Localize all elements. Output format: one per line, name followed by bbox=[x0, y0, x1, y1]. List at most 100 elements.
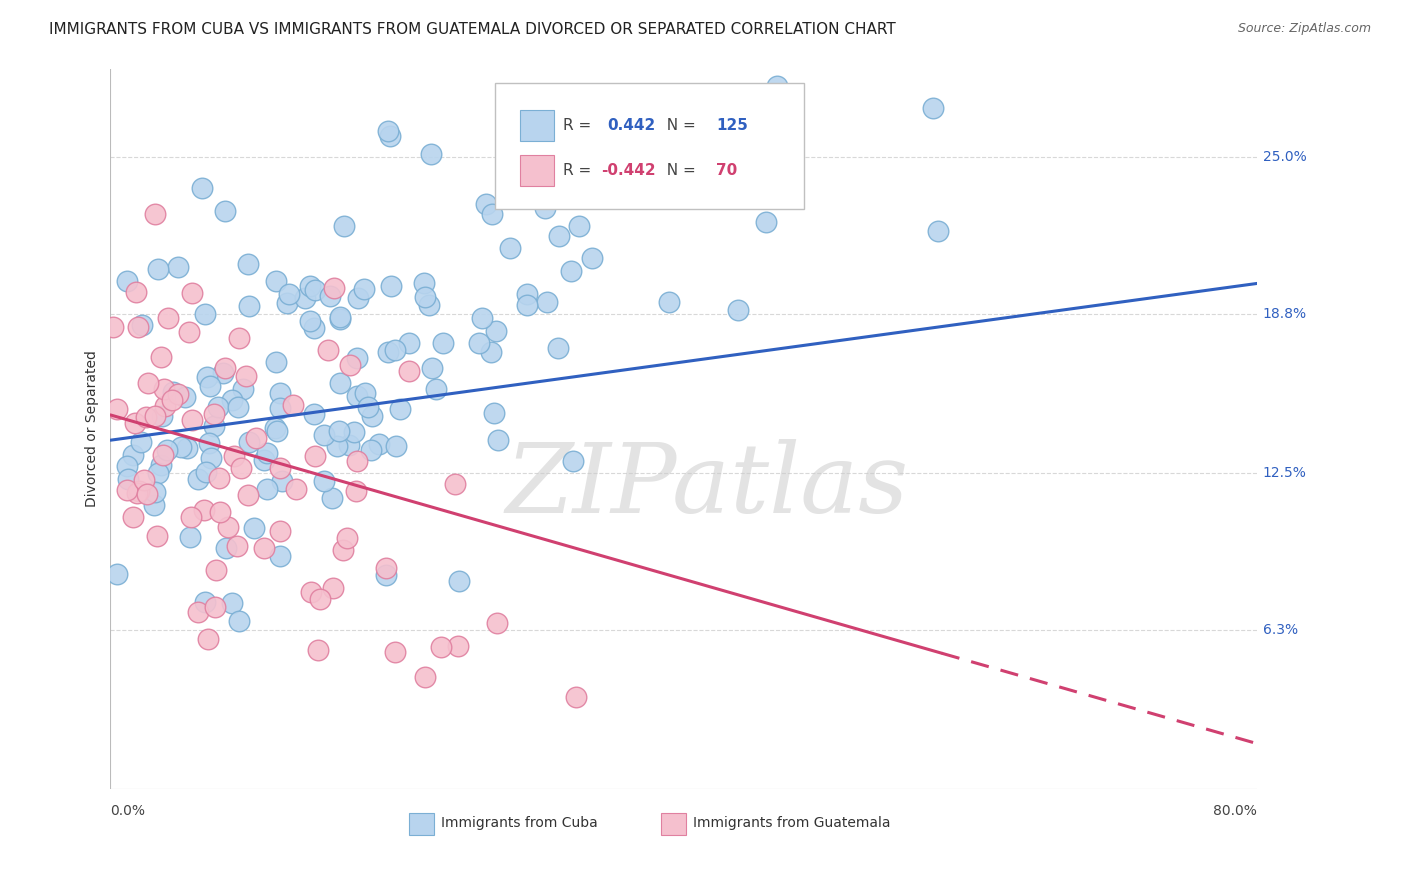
Point bbox=[179, 530, 201, 544]
Point bbox=[374, 568, 396, 582]
Point bbox=[155, 399, 177, 413]
Point bbox=[354, 386, 377, 401]
Point bbox=[122, 448, 145, 462]
Point bbox=[166, 260, 188, 274]
FancyBboxPatch shape bbox=[520, 111, 554, 142]
Point bbox=[128, 484, 150, 499]
Point bbox=[415, 670, 437, 684]
Point bbox=[581, 252, 603, 266]
Point bbox=[253, 453, 276, 467]
Point bbox=[658, 294, 681, 309]
Point bbox=[101, 320, 124, 334]
Point bbox=[385, 439, 408, 453]
Point bbox=[146, 466, 169, 480]
Point bbox=[263, 420, 285, 434]
Point bbox=[235, 369, 257, 384]
Point bbox=[332, 542, 354, 557]
Text: 70: 70 bbox=[716, 163, 737, 178]
Point bbox=[204, 599, 226, 614]
Point bbox=[299, 584, 322, 599]
Point bbox=[214, 203, 236, 218]
Text: N =: N = bbox=[658, 119, 702, 134]
Point bbox=[231, 460, 253, 475]
Point bbox=[425, 382, 447, 396]
Point bbox=[131, 318, 153, 332]
Point bbox=[294, 291, 316, 305]
Point bbox=[432, 336, 454, 351]
Point bbox=[360, 443, 382, 458]
Point bbox=[380, 279, 402, 293]
Point bbox=[319, 289, 342, 303]
Point bbox=[307, 643, 329, 657]
Point bbox=[304, 283, 326, 297]
Point bbox=[360, 409, 382, 423]
Text: 0.0%: 0.0% bbox=[111, 805, 145, 818]
Point bbox=[276, 296, 298, 310]
Point bbox=[344, 483, 367, 498]
Point bbox=[447, 639, 470, 653]
Point bbox=[236, 487, 259, 501]
FancyBboxPatch shape bbox=[495, 83, 804, 209]
Point bbox=[429, 640, 451, 654]
Text: 25.0%: 25.0% bbox=[1263, 150, 1306, 164]
Point bbox=[124, 416, 146, 430]
Point bbox=[146, 529, 169, 543]
Point bbox=[197, 632, 219, 647]
Point bbox=[198, 379, 221, 393]
Point bbox=[536, 295, 558, 310]
Point bbox=[228, 331, 250, 345]
Point bbox=[516, 287, 538, 301]
Point bbox=[398, 336, 420, 351]
Y-axis label: Divorced or Separated: Divorced or Separated bbox=[86, 351, 100, 508]
Text: 12.5%: 12.5% bbox=[1263, 467, 1306, 480]
Point bbox=[474, 196, 496, 211]
Point bbox=[176, 441, 198, 455]
Text: ZIPatlas: ZIPatlas bbox=[505, 440, 908, 533]
Point bbox=[135, 409, 157, 424]
Point bbox=[170, 440, 193, 454]
Point bbox=[245, 431, 267, 445]
Point bbox=[333, 219, 356, 233]
Point bbox=[197, 435, 219, 450]
Point bbox=[215, 541, 238, 556]
Point bbox=[325, 438, 347, 452]
Point bbox=[927, 224, 949, 238]
Point bbox=[238, 299, 260, 313]
Point bbox=[195, 465, 218, 479]
Point bbox=[132, 473, 155, 487]
Text: 80.0%: 80.0% bbox=[1213, 805, 1257, 818]
Point bbox=[339, 358, 361, 372]
Point bbox=[384, 343, 406, 358]
Point bbox=[922, 101, 945, 115]
Point bbox=[193, 503, 215, 517]
Point bbox=[266, 354, 288, 368]
Point bbox=[304, 321, 326, 335]
Text: IMMIGRANTS FROM CUBA VS IMMIGRANTS FROM GUATEMALA DIVORCED OR SEPARATED CORRELAT: IMMIGRANTS FROM CUBA VS IMMIGRANTS FROM … bbox=[49, 22, 896, 37]
Point bbox=[125, 485, 148, 500]
Text: N =: N = bbox=[658, 163, 702, 178]
Point bbox=[180, 510, 202, 524]
FancyBboxPatch shape bbox=[661, 813, 686, 835]
Point bbox=[143, 409, 166, 423]
Point bbox=[156, 311, 179, 326]
Point bbox=[499, 241, 522, 255]
Point bbox=[374, 561, 396, 575]
Point bbox=[135, 486, 157, 500]
Point bbox=[727, 303, 749, 318]
Point bbox=[217, 520, 239, 534]
Point bbox=[143, 207, 166, 221]
Point bbox=[105, 566, 128, 581]
Point bbox=[328, 311, 350, 326]
Point bbox=[283, 398, 305, 412]
Point bbox=[221, 596, 243, 610]
Text: R =: R = bbox=[564, 119, 596, 134]
Point bbox=[214, 361, 236, 376]
Point bbox=[136, 376, 159, 390]
Point bbox=[420, 147, 443, 161]
Point bbox=[444, 477, 467, 491]
Point bbox=[149, 350, 172, 364]
Point bbox=[468, 336, 491, 351]
Point bbox=[149, 458, 172, 472]
Point bbox=[146, 262, 169, 277]
Point bbox=[284, 482, 307, 496]
